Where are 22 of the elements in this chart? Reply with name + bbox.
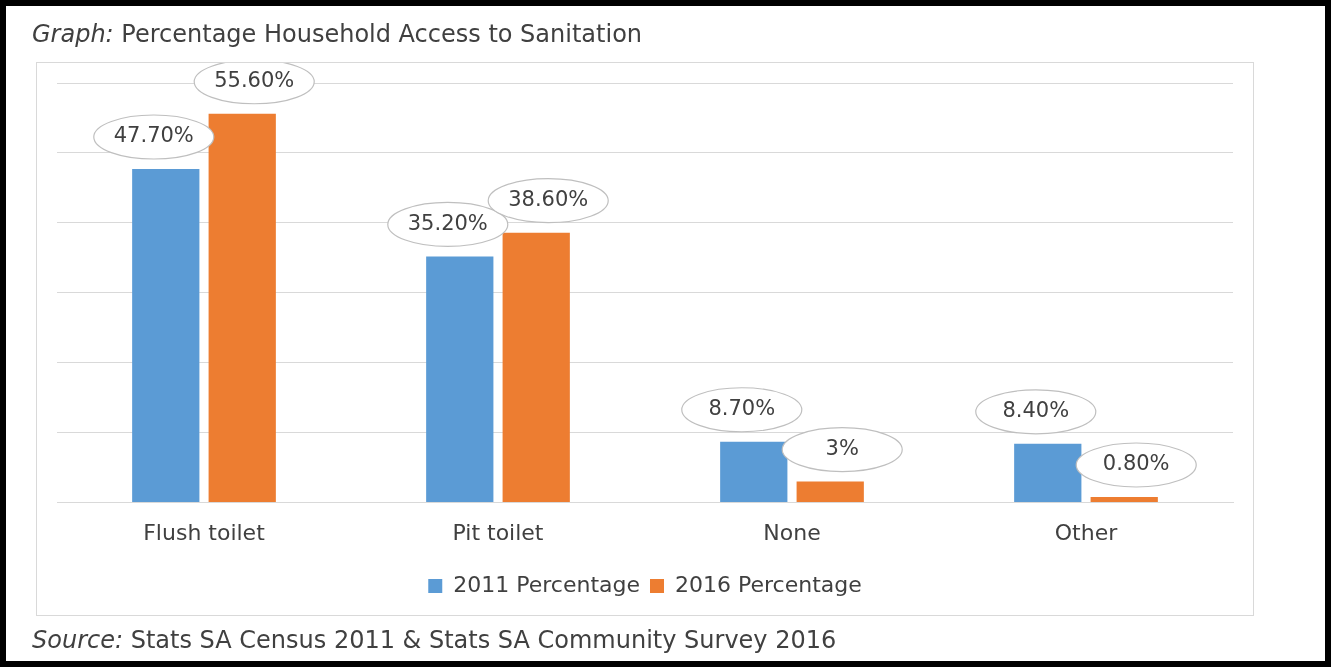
data-label: 47.70% — [113, 123, 194, 148]
x-tick-label: None — [763, 519, 821, 545]
chart-title: Graph: Percentage Household Access to Sanitation — [32, 20, 643, 48]
data-label: 55.60% — [214, 68, 295, 93]
data-label: 0.80% — [1102, 451, 1170, 476]
data-label: 35.20% — [407, 210, 488, 235]
bar — [426, 256, 494, 503]
bar — [208, 113, 276, 503]
legend-label: 2016 Percentage — [675, 571, 862, 597]
bar — [1090, 497, 1158, 503]
source-note: Source: Stats SA Census 2011 & Stats SA Community Survey 2016 — [32, 626, 837, 654]
data-label: 8.70% — [708, 396, 776, 421]
data-label: 8.40% — [1002, 398, 1070, 423]
data-label: 3% — [825, 436, 859, 461]
data-label: 38.60% — [508, 187, 589, 212]
legend-label: 2011 Percentage — [453, 571, 641, 597]
x-tick-label: Pit toilet — [452, 519, 544, 545]
bar — [796, 481, 864, 503]
bar — [502, 232, 570, 503]
x-tick-label: Flush toilet — [143, 519, 266, 545]
x-tick-label: Other — [1054, 519, 1119, 545]
bar — [132, 169, 200, 503]
